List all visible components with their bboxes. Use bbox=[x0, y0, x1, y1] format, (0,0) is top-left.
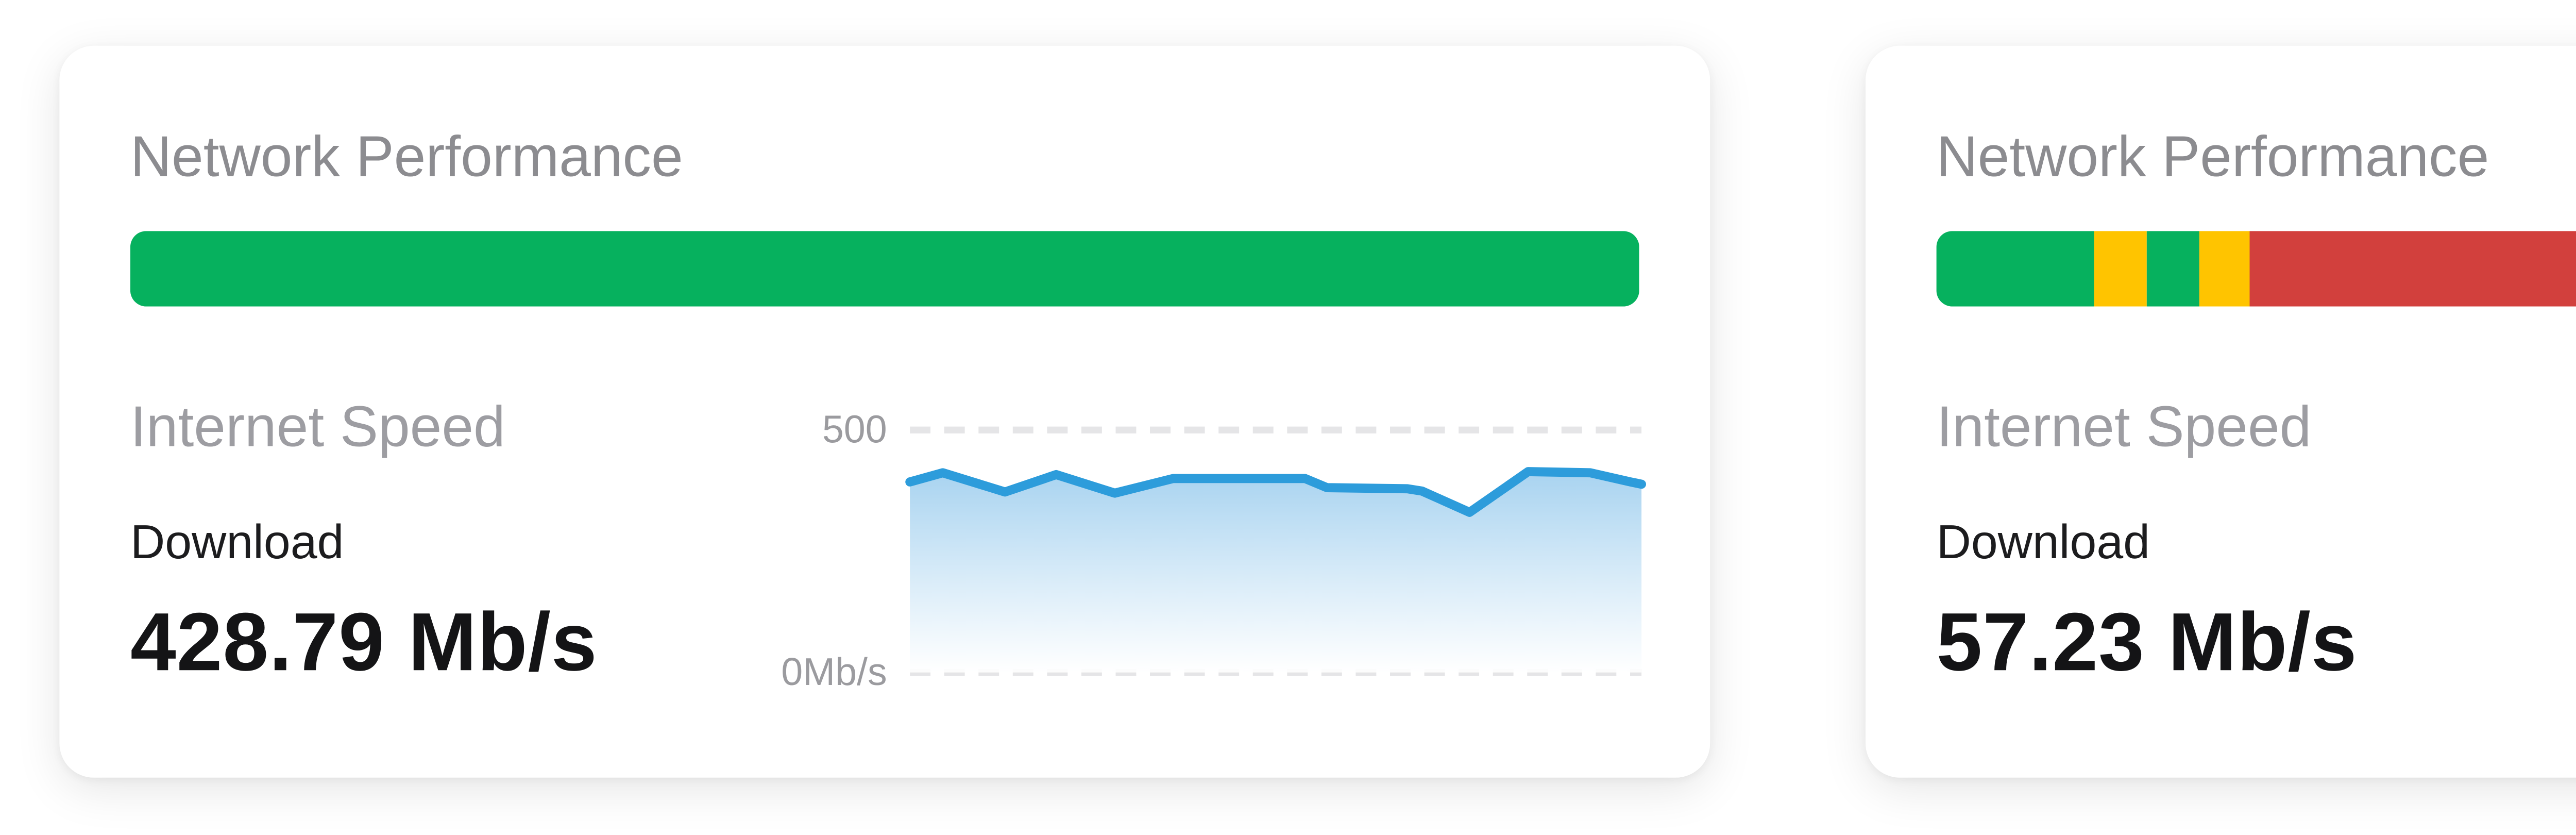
card-title: Network Performance bbox=[130, 126, 683, 190]
area-chart-svg bbox=[905, 426, 1646, 676]
status-segment-yellow bbox=[2094, 231, 2146, 307]
download-label: Download bbox=[1936, 516, 2150, 570]
area-outline bbox=[905, 467, 1646, 517]
download-speed-value: 428.79 Mb/s bbox=[130, 594, 598, 689]
network-performance-card-1: Network Performance Internet Speed Downl… bbox=[59, 45, 1710, 778]
speed-area-chart: 500 0Mb/s bbox=[781, 389, 1646, 732]
status-segment-yellow bbox=[2199, 231, 2251, 307]
status-segment-green bbox=[130, 231, 1639, 307]
status-segment-green bbox=[1936, 231, 2094, 307]
download-label: Download bbox=[130, 516, 344, 570]
network-performance-card-2: Network Performance Internet Speed Downl… bbox=[1866, 45, 2576, 778]
status-segment-green bbox=[2146, 231, 2199, 307]
section-title: Internet Speed bbox=[130, 395, 505, 460]
status-segment-red bbox=[2250, 231, 2576, 307]
y-axis-tick-max: 500 bbox=[822, 408, 887, 452]
status-bar bbox=[1936, 231, 2576, 307]
status-bar bbox=[130, 231, 1639, 307]
download-speed-value: 57.23 Mb/s bbox=[1936, 594, 2358, 689]
y-axis-tick-zero: 0Mb/s bbox=[781, 650, 887, 694]
area-fill bbox=[910, 472, 1642, 673]
section-title: Internet Speed bbox=[1936, 395, 2312, 460]
card-title: Network Performance bbox=[1936, 126, 2489, 190]
